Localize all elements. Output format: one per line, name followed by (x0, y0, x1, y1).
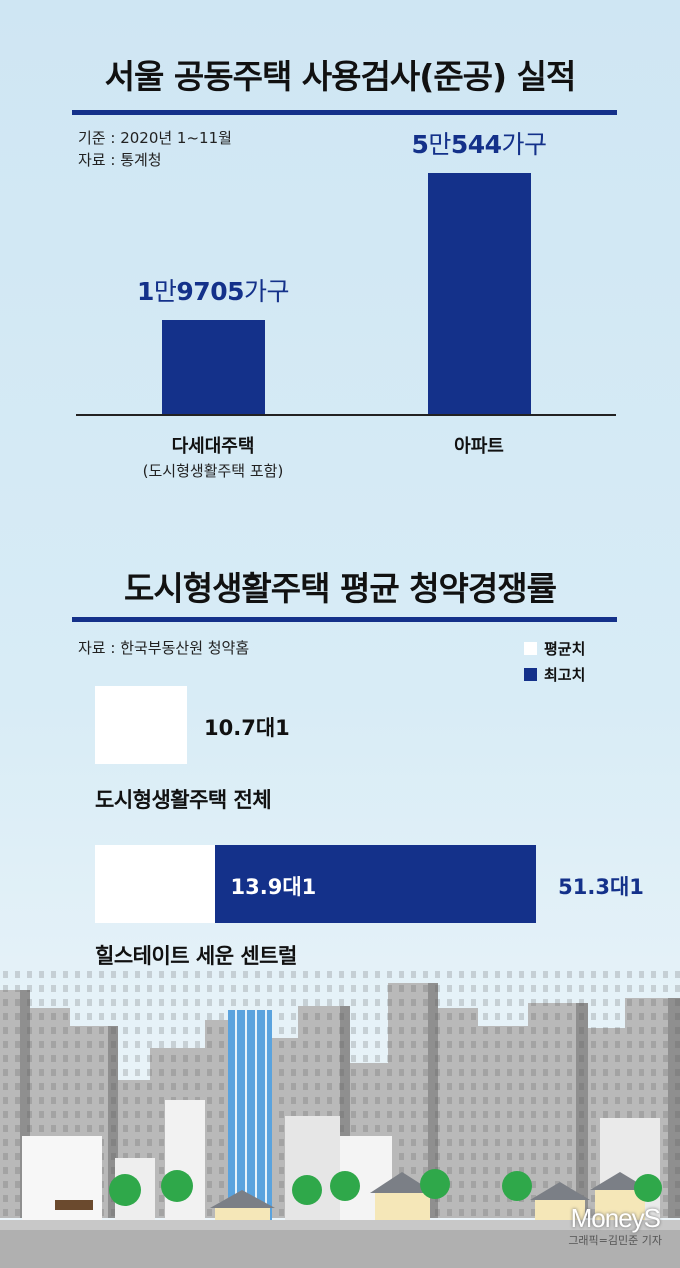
chart1-category-label: 아파트 (454, 436, 504, 457)
chart2-source: 자료 : 한국부동산원 청약홈 (78, 639, 250, 657)
chart2-avg-bar (95, 845, 215, 923)
publisher-logo: MoneyS (570, 1203, 661, 1233)
chart2-avg-value-label: 10.7대1 (204, 716, 290, 740)
city-skyline-illustration (0, 968, 680, 1268)
chart2-avg-bar (95, 686, 188, 764)
legend-label: 평균치 (544, 640, 586, 658)
graphic-credit: 그래픽=김민준 기자 (568, 1234, 662, 1247)
chart2-avg-value-label: 13.9대1 (230, 875, 317, 899)
chart1-title: 서울 공동주택 사용검사(준공) 실적 (104, 57, 577, 96)
chart1-bar (161, 320, 265, 414)
chart1-note-source: 자료 : 통계청 (78, 151, 162, 169)
chart1-title-rule (72, 110, 617, 115)
legend-label: 최고치 (544, 666, 586, 684)
chart1-value-label: 5만544가구 (411, 130, 547, 160)
chart2-title: 도시형생활주택 평균 청약경쟁률 (123, 569, 557, 608)
legend-swatch-avg (524, 642, 537, 655)
chart1-baseline (76, 414, 616, 416)
chart2-max-value-label: 51.3대1 (558, 875, 644, 899)
chart1-value-label: 1만9705가구 (136, 277, 290, 307)
chart2-category-label: 힐스테이트 세운 센트럴 (95, 944, 297, 968)
legend-swatch-max (524, 668, 537, 681)
chart1-bar (427, 173, 531, 414)
legend-item-avg: 평균치 (524, 638, 585, 659)
chart1-note-basis: 기준 : 2020년 1~11월 (78, 129, 232, 147)
legend-item-max: 최고치 (524, 664, 585, 685)
chart2-title-rule (72, 617, 617, 622)
chart1-category-label: 다세대주택 (171, 436, 255, 457)
chart1-notes: 기준 : 2020년 1~11월 자료 : 통계청 (78, 127, 232, 171)
chart2-category-label: 도시형생활주택 전체 (95, 788, 272, 812)
chart1-category-note: (도시형생활주택 포함) (142, 462, 284, 480)
